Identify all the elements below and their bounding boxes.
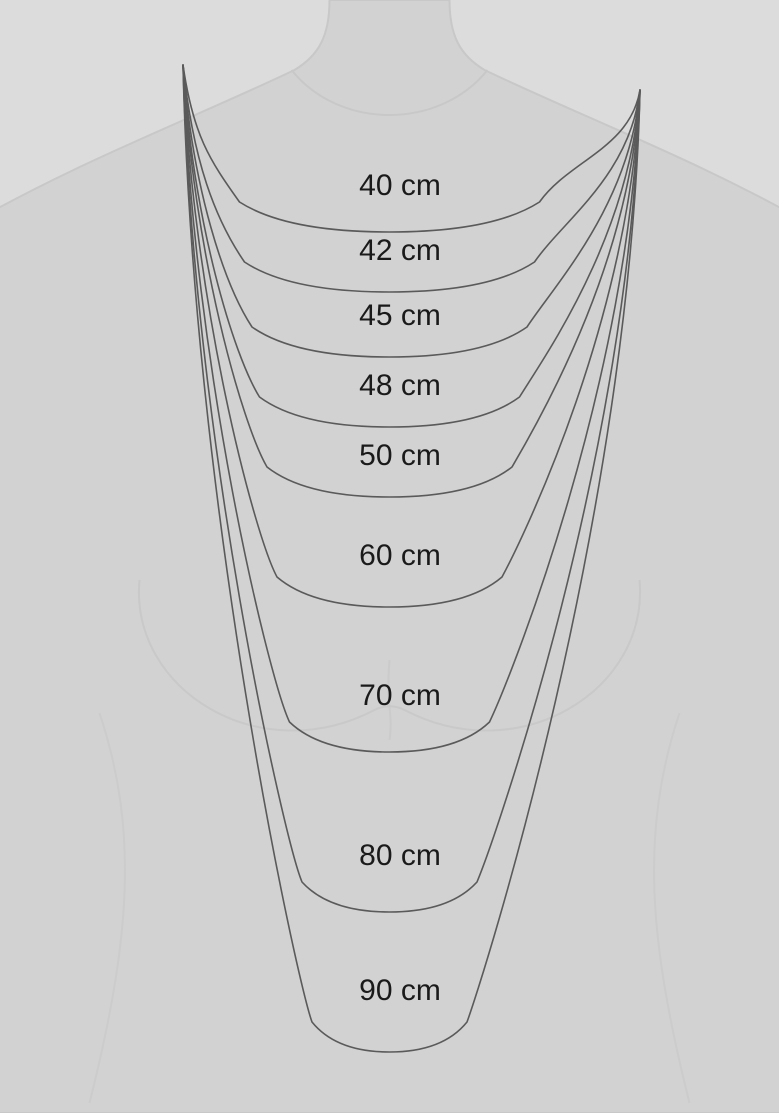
chain-label-40cm: 40 cm [359, 169, 441, 202]
chain-label-48cm: 48 cm [359, 369, 441, 402]
chain-label-45cm: 45 cm [359, 299, 441, 332]
chain-label-80cm: 80 cm [359, 839, 441, 872]
chain-label-90cm: 90 cm [359, 974, 441, 1007]
chain-label-60cm: 60 cm [359, 539, 441, 572]
chain-label-42cm: 42 cm [359, 234, 441, 267]
chain-label-50cm: 50 cm [359, 439, 441, 472]
chain-label-70cm: 70 cm [359, 679, 441, 712]
necklace-size-diagram: 40 cm 42 cm 45 cm 48 cm 50 cm 60 cm 70 cm 80 cm… [0, 0, 779, 1113]
